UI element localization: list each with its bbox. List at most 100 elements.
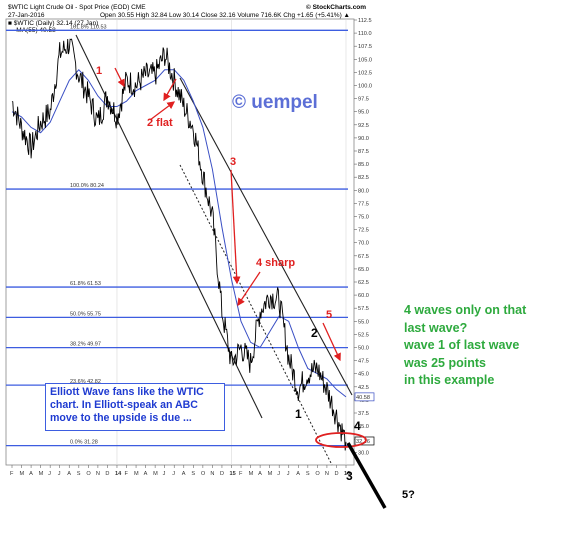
wave-label: 1 bbox=[96, 65, 102, 77]
x-tick-label: A bbox=[296, 471, 300, 477]
wave-label: 2 flat bbox=[147, 117, 173, 129]
green-note: 4 waves only on that last wave? wave 1 o… bbox=[404, 302, 574, 390]
wave-label: 3 bbox=[346, 469, 353, 483]
legend-price: ■ $WTIC (Daily) 32.14 (27 Jan) bbox=[8, 20, 98, 27]
wave-label: 4 sharp bbox=[256, 257, 295, 269]
wave-five-arrow bbox=[346, 442, 387, 509]
y-tick-label: 37.5 bbox=[358, 411, 369, 417]
x-tick-label: M bbox=[249, 471, 254, 477]
x-tick-label: D bbox=[105, 471, 109, 477]
y-tick-label: 90.0 bbox=[358, 136, 369, 142]
y-tick-label: 77.5 bbox=[358, 201, 369, 207]
fib-level-label: 50.0% 55.75 bbox=[70, 311, 101, 317]
y-tick-label: 107.5 bbox=[358, 44, 372, 50]
watermark: © uempel bbox=[232, 92, 318, 113]
last-value-tag: 40.58 bbox=[356, 395, 370, 401]
plot-frame bbox=[5, 18, 355, 466]
x-tick-label: S bbox=[77, 471, 81, 477]
wave-five-question: 5? bbox=[402, 489, 415, 501]
wave-label: 3 bbox=[230, 156, 236, 168]
x-tick-label: M bbox=[268, 471, 273, 477]
wave-arrow bbox=[149, 101, 176, 121]
x-tick-label: 15 bbox=[229, 471, 235, 477]
trend-line-upper bbox=[179, 77, 353, 396]
x-tick-label: O bbox=[201, 471, 206, 477]
y-tick-label: 105.0 bbox=[358, 57, 372, 63]
elliott-note-line: chart. In Elliott-speak an ABC bbox=[50, 399, 198, 411]
x-tick-label: S bbox=[191, 471, 195, 477]
x-tick-label: F bbox=[125, 471, 129, 477]
low-highlight-ellipse bbox=[315, 432, 367, 448]
y-tick-label: 80.0 bbox=[358, 188, 369, 194]
fib-level-label: 61.8% 61.53 bbox=[70, 281, 101, 287]
x-axis: F M A M J J A S O N D 14 F M A M J J A S O N D 15 F M A M J J A S O N D 16 bbox=[10, 465, 350, 477]
x-tick-label: J bbox=[58, 471, 61, 477]
x-tick-label: 14 bbox=[115, 471, 122, 477]
x-tick-label: J bbox=[172, 471, 175, 477]
ohlc-readout: Open 30.55 High 32.84 Low 30.14 Close 32… bbox=[100, 12, 350, 19]
x-tick-label: A bbox=[67, 471, 71, 477]
chart-title: $WTIC Light Crude Oil - Spot Price (EOD)… bbox=[8, 4, 146, 11]
x-tick-label: N bbox=[96, 471, 100, 477]
wave-label: 1 bbox=[295, 407, 302, 421]
wave-label: 4 bbox=[354, 419, 361, 433]
green-note-line: was 25 points bbox=[404, 355, 486, 370]
y-tick-label: 75.0 bbox=[358, 215, 369, 221]
x-tick-label: A bbox=[29, 471, 33, 477]
y-tick-label: 72.5 bbox=[358, 228, 369, 234]
x-tick-label: A bbox=[144, 471, 148, 477]
x-tick-label: 16 bbox=[344, 471, 350, 477]
x-tick-label: N bbox=[325, 471, 329, 477]
x-tick-label: M bbox=[20, 471, 25, 477]
chart-date: 27-Jan-2016 bbox=[8, 12, 45, 19]
y-tick-label: 70.0 bbox=[358, 241, 369, 247]
last-value-tag-box bbox=[354, 392, 375, 402]
x-tick-label: A bbox=[182, 471, 186, 477]
y-tick-label: 47.5 bbox=[358, 359, 369, 365]
y-tick-label: 67.5 bbox=[358, 254, 369, 260]
fib-level-label: 100.0% 80.24 bbox=[70, 183, 104, 189]
y-tick-label: 87.5 bbox=[358, 149, 369, 155]
y-tick-label: 35.0 bbox=[358, 424, 369, 430]
green-note-line: 4 waves only on that bbox=[404, 303, 527, 317]
ma-layer bbox=[11, 69, 347, 398]
y-tick-label: 102.5 bbox=[358, 70, 372, 76]
y-tick-label: 110.0 bbox=[358, 31, 372, 37]
wave-arrow bbox=[322, 322, 341, 362]
x-tick-label: O bbox=[86, 471, 91, 477]
fib-level-label: 23.6% 42.82 bbox=[70, 379, 101, 385]
y-tick-label: 52.5 bbox=[358, 332, 369, 338]
x-tick-label: J bbox=[287, 471, 290, 477]
fib-level-label: 0.0% 31.28 bbox=[70, 440, 98, 446]
y-tick-label: 97.5 bbox=[358, 97, 369, 103]
y-tick-label: 30.0 bbox=[358, 450, 369, 456]
trend-line-dotted bbox=[179, 164, 333, 466]
stockcharts-brand: © StockCharts.com bbox=[306, 3, 366, 11]
x-tick-label: J bbox=[277, 471, 280, 477]
y-tick-label: 57.5 bbox=[358, 306, 369, 312]
x-tick-label: M bbox=[153, 471, 158, 477]
price-series-line bbox=[11, 38, 347, 451]
wave-label: 5 bbox=[326, 309, 332, 321]
x-tick-label: D bbox=[334, 471, 338, 477]
x-tick-label: J bbox=[163, 471, 166, 477]
x-tick-label: M bbox=[134, 471, 139, 477]
y-tick-label: 112.5 bbox=[358, 18, 372, 24]
wave-arrow bbox=[237, 271, 261, 307]
y-axis: 112.5 110.0 107.5 105.0 102.5 100.0 97.5 95.0 92… bbox=[354, 18, 372, 456]
ma-series-line bbox=[11, 69, 347, 398]
x-tick-label: F bbox=[239, 471, 243, 477]
elliott-note-line: Elliott Wave fans like the WTIC bbox=[50, 386, 204, 398]
wave-arrow bbox=[114, 67, 125, 88]
y-tick-label: 62.5 bbox=[358, 280, 369, 286]
fib-level-label: 161.8% 110.53 bbox=[70, 24, 107, 30]
x-tick-label: J bbox=[48, 471, 51, 477]
elliott-note-line: move to the upside is due ... bbox=[50, 412, 192, 424]
y-tick-label: 95.0 bbox=[358, 110, 369, 116]
wave-label: 2 bbox=[311, 326, 318, 340]
y-tick-label: 45.0 bbox=[358, 372, 369, 378]
y-tick-label: 60.0 bbox=[358, 293, 369, 299]
x-tick-label: A bbox=[258, 471, 262, 477]
